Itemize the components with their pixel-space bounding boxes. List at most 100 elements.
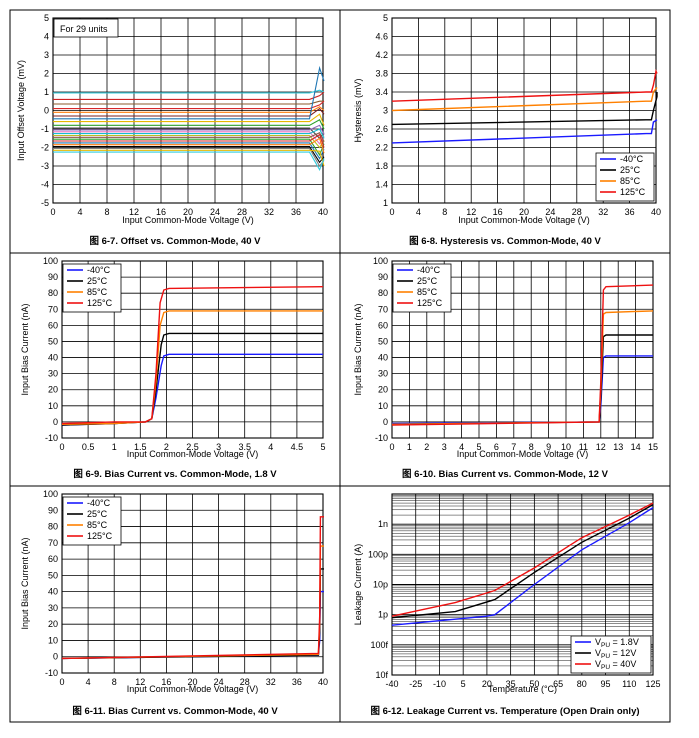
x-tick-label: 16: [493, 207, 503, 217]
x-tick-label: 10: [561, 442, 571, 452]
legend-label: 25°C: [620, 165, 641, 175]
y-tick-label: 10p: [373, 580, 388, 590]
y-tick-label: 0: [53, 652, 58, 662]
series-line: [53, 147, 325, 167]
annotation-text: For 29 units: [60, 24, 108, 34]
x-tick-label: 0: [59, 677, 64, 687]
series-line: [391, 507, 654, 626]
x-axis-label: Input Common-Mode Voltage (V): [457, 449, 589, 459]
plot-area-border: [61, 260, 324, 439]
series-lines: [53, 65, 325, 171]
legend-label: 85°C: [417, 287, 438, 297]
x-tick-label: 0: [389, 207, 394, 217]
series-line: [53, 128, 325, 139]
x-tick-label: 0.5: [82, 442, 95, 452]
series-line: [53, 100, 325, 110]
legend-label: 125°C: [620, 187, 646, 197]
y-tick-label: 3.8: [375, 69, 388, 79]
legend-label: VPU = 1.8V: [595, 637, 639, 649]
x-tick-label: 4: [416, 207, 421, 217]
y-tick-label: 0: [53, 417, 58, 427]
x-tick-label: 3: [216, 442, 221, 452]
x-tick-label: 40: [651, 207, 661, 217]
chart-4: 0 1 2 3 4 5 6 7 8 9 10 11 12 13 14 15-10010203040506070…: [353, 256, 658, 480]
legend-box: [392, 263, 452, 313]
y-tick-label: -3: [41, 161, 49, 171]
y-tick-label: 30: [48, 369, 58, 379]
y-tick-label: 10: [48, 635, 58, 645]
x-tick-label: 12: [466, 207, 476, 217]
series-line: [53, 89, 325, 94]
y-tick-label: 60: [48, 554, 58, 564]
series-line: [61, 286, 324, 425]
x-tick-label: 110: [622, 679, 636, 689]
figure-caption: 图 6-7. Offset vs. Common-Mode, 40 V: [89, 236, 261, 247]
x-tick-label: 20: [183, 207, 193, 217]
chart-1: 0 4 8 12 16 20 24 28 32 36 40-5-4-3-2-1012345Input…: [16, 13, 328, 247]
y-tick-label: -10: [45, 668, 58, 678]
y-tick-label: 4: [44, 32, 49, 42]
y-tick-label: 70: [48, 304, 58, 314]
series-line: [53, 65, 325, 120]
plot-area-border: [52, 17, 324, 204]
y-tick-label: 5: [383, 13, 388, 23]
x-tick-label: 8: [442, 207, 447, 217]
y-tick-label: 30: [48, 603, 58, 613]
y-tick-label: -10: [45, 433, 58, 443]
x-tick-label: 24: [545, 207, 555, 217]
x-tick-label: 20: [519, 207, 529, 217]
x-axis-label: Input Common-Mode Voltage (V): [127, 684, 259, 694]
series-line: [53, 106, 325, 113]
series-line: [53, 119, 325, 130]
x-tick-label: -10: [433, 679, 446, 689]
figure-title: Hysteresis vs. Common-Mode, 40 V: [438, 236, 602, 247]
x-tick-label: 15: [648, 442, 658, 452]
x-axis-label: Temperature (°C): [488, 684, 557, 694]
y-tick-label: 100: [43, 256, 58, 266]
legend-label: 25°C: [87, 509, 108, 519]
series-lines: [391, 502, 654, 626]
y-tick-label: 1.8: [375, 161, 388, 171]
series-line: [391, 92, 658, 126]
x-tick-label: 32: [264, 207, 274, 217]
x-tick-label: 65: [553, 679, 563, 689]
x-tick-label: 8: [529, 442, 534, 452]
x-tick-label: 6: [494, 442, 499, 452]
y-tick-label: 0: [44, 106, 49, 116]
legend-box: [595, 152, 655, 202]
series-line: [53, 100, 324, 105]
x-tick-label: 24: [210, 207, 220, 217]
y-tick-label: 20: [48, 619, 58, 629]
x-tick-label: 28: [237, 207, 247, 217]
x-tick-label: 20: [187, 677, 197, 687]
annotation-box: [53, 18, 119, 38]
chart-5: 0 4 8 12 16 20 24 28 32 36 40-10010203040506070809…: [20, 489, 328, 717]
y-tick-label: 60: [378, 320, 388, 330]
y-tick-label: 60: [48, 320, 58, 330]
plot-area-border: [391, 260, 654, 439]
x-tick-label: 28: [240, 677, 250, 687]
y-tick-label: 50: [378, 336, 388, 346]
series-line: [53, 149, 325, 167]
x-tick-label: 4: [268, 442, 273, 452]
figure-number: 图 6-7.: [89, 236, 118, 247]
x-tick-label: 50: [529, 679, 539, 689]
legend-label: VPU = 12V: [595, 648, 636, 660]
series-line: [61, 310, 323, 425]
x-tick-label: 35: [506, 679, 516, 689]
y-tick-label: 40: [48, 587, 58, 597]
figure-caption: 图 6-10. Bias Current vs. Common-Mode, 12…: [402, 469, 609, 480]
x-axis-label: Input Common-Mode Voltage (V): [122, 215, 254, 225]
series-line: [53, 107, 325, 117]
x-tick-label: 8: [112, 677, 117, 687]
legend-label-sub: PU: [601, 664, 610, 671]
x-tick-label: 32: [598, 207, 608, 217]
x-tick-label: 5: [320, 442, 325, 452]
x-tick-label: 16: [161, 677, 171, 687]
x-tick-label: 125: [645, 679, 660, 689]
x-tick-label: 5: [461, 679, 466, 689]
x-tick-label: 4: [86, 677, 91, 687]
x-tick-label: 24: [214, 677, 224, 687]
